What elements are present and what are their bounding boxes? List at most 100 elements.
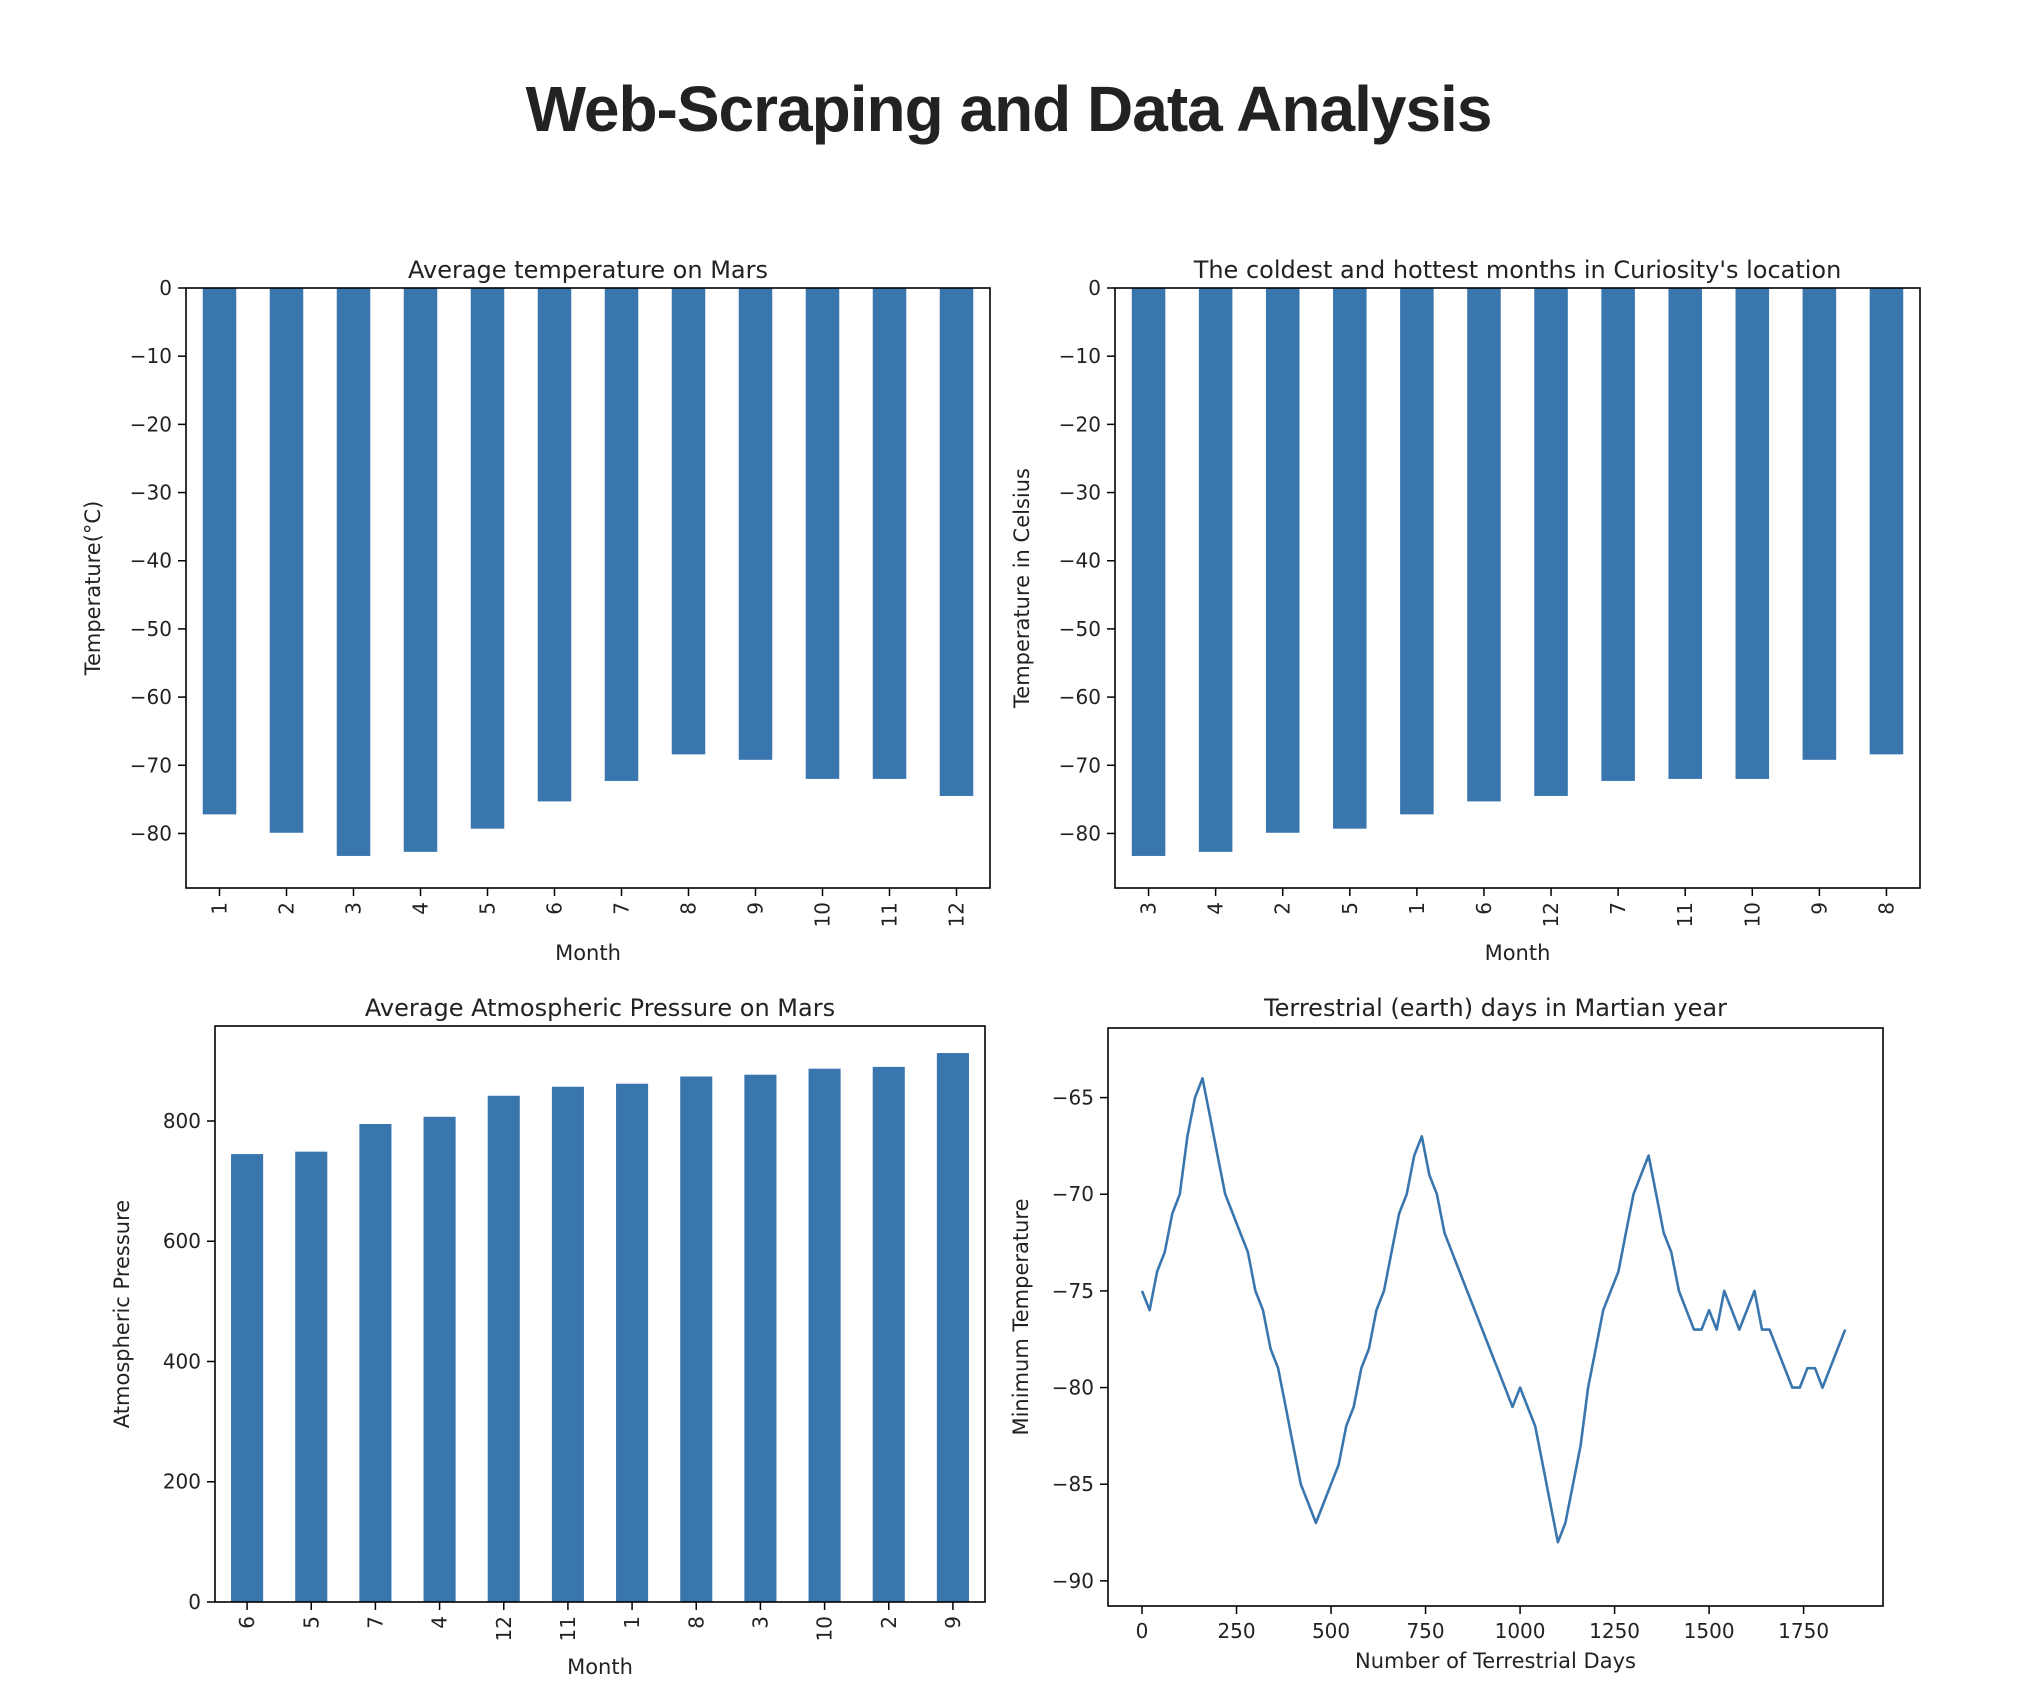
y-tick-label: −80 (130, 821, 172, 845)
bar-month-2 (1265, 288, 1300, 833)
plot-frame (1107, 1027, 1884, 1607)
y-tick-label: −70 (130, 753, 172, 777)
y-tick-label: 400 (163, 1349, 201, 1373)
y-tick-label: −40 (1059, 549, 1101, 573)
x-tick-label: 12 (1539, 902, 1563, 927)
x-tick-label: 4 (1204, 902, 1228, 915)
series-line-minimum-temperature (1140, 1077, 1847, 1544)
y-tick-label: −80 (1059, 821, 1101, 845)
x-tick-label: 8 (677, 902, 701, 915)
x-tick-label: 9 (1807, 902, 1831, 915)
bar-month-5 (470, 288, 505, 829)
bar-month-9 (936, 1053, 969, 1602)
y-tick-label: 0 (1088, 276, 1101, 300)
x-tick-label: 8 (1874, 902, 1898, 915)
x-tick-label: 1 (1405, 902, 1429, 915)
chart-panel-terrestrial-days: −65 −70 −75 −80 −85 −90 0 250 500 750 1000 1250 1500… (1009, 994, 1884, 1673)
x-tick-label: 9 (744, 902, 768, 915)
bar-month-8 (671, 288, 706, 755)
x-tick-label: 1250 (1589, 1619, 1640, 1643)
y-tick-label: −50 (130, 617, 172, 641)
x-tick-label: 1 (208, 902, 232, 915)
x-tick-label: 10 (811, 902, 835, 927)
bar-month-2 (269, 288, 304, 833)
chart-title: Average temperature on Mars (408, 256, 768, 284)
x-tick-label: 11 (556, 1616, 580, 1641)
x-tick-label: 5 (299, 1616, 323, 1629)
bar-month-4 (1198, 288, 1233, 852)
y-tick-label: −10 (130, 344, 172, 368)
x-axis-label: Month (555, 941, 621, 965)
x-tick-label: 2 (1271, 902, 1295, 915)
chart-panel-avg-temperature: 0−10−20−30−40−50−60−70−801 2 3 4 5 6 7 8 9 10 11 12… (81, 256, 991, 965)
x-tick-label: 500 (1312, 1619, 1350, 1643)
bar-month-7 (604, 288, 639, 781)
y-tick-label: −20 (130, 412, 172, 436)
y-tick-label: −50 (1059, 617, 1101, 641)
bar-month-3 (336, 288, 371, 856)
x-tick-label: 11 (1673, 902, 1697, 927)
bar-month-5 (295, 1151, 328, 1602)
y-axis-label: Temperature in Celsius (1010, 468, 1034, 709)
x-tick-label: 8 (684, 1616, 708, 1629)
y-tick-label: −85 (1052, 1472, 1094, 1496)
x-tick-label: 7 (1606, 902, 1630, 915)
x-tick-label: 11 (878, 902, 902, 927)
y-tick-label: −40 (130, 549, 172, 573)
bar-month-6 (537, 288, 572, 802)
y-tick-label: −10 (1059, 344, 1101, 368)
bar-month-3 (1131, 288, 1166, 856)
plot-frame (1114, 287, 1921, 889)
x-tick-label: 6 (1472, 902, 1496, 915)
bar-month-5 (1333, 288, 1367, 829)
bar-month-7 (1601, 288, 1635, 781)
x-tick-label: 3 (748, 1616, 772, 1629)
page-title: Web-Scraping and Data Analysis (525, 73, 1493, 145)
bar-month-10 (808, 1068, 841, 1602)
y-tick-label: −60 (130, 685, 172, 709)
y-tick-label: −60 (1059, 685, 1101, 709)
y-axis-label: Temperature(°C) (81, 501, 105, 677)
x-tick-label: 4 (428, 1616, 452, 1629)
bar-month-11 (551, 1086, 584, 1602)
x-tick-label: 2 (275, 902, 299, 915)
x-tick-label: 7 (363, 1616, 387, 1629)
bar-month-1 (202, 288, 237, 815)
x-axis-label: Number of Terrestrial Days (1355, 1649, 1636, 1673)
y-tick-label: −90 (1052, 1569, 1094, 1593)
bar-month-1 (616, 1083, 649, 1602)
bar-month-4 (403, 288, 438, 852)
y-tick-label: 800 (163, 1109, 201, 1133)
x-axis-label: Month (567, 1655, 633, 1679)
y-tick-label: −75 (1052, 1279, 1094, 1303)
y-tick-label: −65 (1052, 1086, 1094, 1110)
x-tick-label: 1000 (1495, 1619, 1546, 1643)
bar-month-6 (1467, 288, 1501, 802)
chart-title: Terrestrial (earth) days in Martian year (1263, 994, 1727, 1022)
x-tick-label: 2 (877, 1616, 901, 1629)
bar-month-12 (1534, 288, 1568, 796)
bar-month-1 (1400, 288, 1434, 815)
bar-month-9 (738, 288, 773, 760)
chart-panel-coldest-hottest: 0 −10 −20 −30 −40 −50 −60 −70 −80 3 4 2 5 1 6 12 7 11 10 9 8… (1010, 256, 1921, 965)
x-tick-label: 6 (543, 902, 567, 915)
x-tick-label: 5 (1338, 902, 1362, 915)
y-tick-label: 0 (188, 1590, 201, 1614)
chart-title: The coldest and hottest months in Curios… (1193, 256, 1842, 284)
bar-month-12 (939, 288, 974, 796)
x-tick-label: 7 (610, 902, 634, 915)
x-tick-label: 250 (1217, 1619, 1255, 1643)
chart-title: Average Atmospheric Pressure on Mars (365, 994, 835, 1022)
x-tick-label: 4 (409, 902, 433, 915)
y-tick-label: −20 (1059, 412, 1101, 436)
x-tick-label: 0 (1136, 1619, 1149, 1643)
x-tick-label: 5 (476, 902, 500, 915)
x-axis-label: Month (1485, 941, 1551, 965)
y-axis-label: Atmospheric Pressure (110, 1200, 134, 1428)
bar-month-10 (1735, 288, 1770, 779)
x-tick-label: 10 (1740, 902, 1764, 927)
bar-month-2 (872, 1066, 905, 1602)
bar-month-11 (872, 288, 907, 779)
